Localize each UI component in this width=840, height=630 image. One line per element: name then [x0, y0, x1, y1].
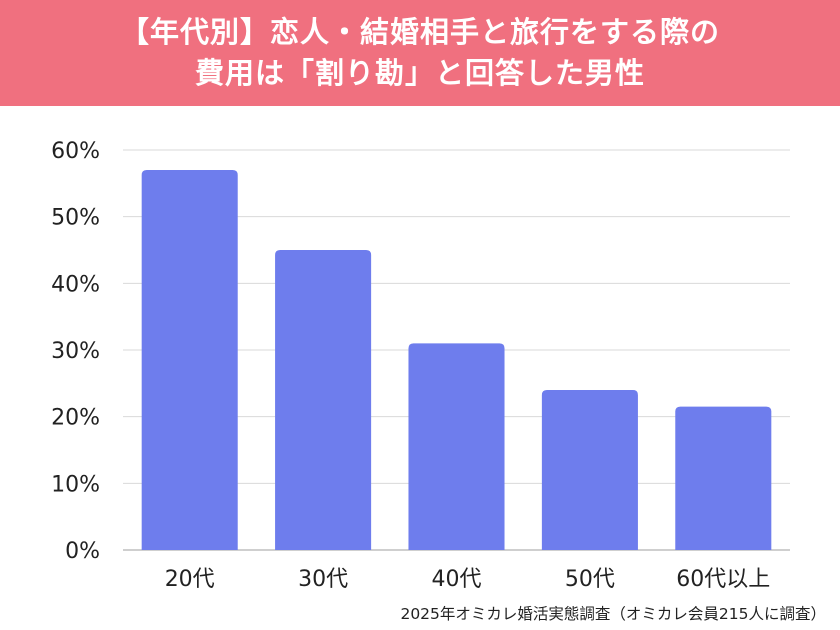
x-tick-label: 20代 [165, 567, 215, 592]
x-tick-label: 40代 [432, 567, 482, 592]
bar [675, 406, 772, 550]
source-footnote: 2025年オミカレ婚活実態調査（オミカレ会員215人に調査） [400, 605, 826, 623]
chart-title-line-2: 費用は「割り勘」と回答した男性 [194, 56, 645, 90]
x-tick-label: 50代 [565, 567, 615, 592]
bar [141, 170, 238, 550]
y-tick-label: 30% [51, 339, 100, 364]
y-tick-label: 10% [51, 472, 100, 497]
x-tick-label: 60代以上 [676, 567, 770, 592]
bar [275, 250, 372, 550]
bar-chart: 0% 10% 20% 30% 40% 50% 60% 20代 30代 40代 50代 60代以上 [51, 139, 790, 592]
y-tick-label: 40% [51, 272, 100, 297]
x-tick-label: 30代 [298, 567, 348, 592]
chart-title: 【年代別】恋人・結婚相手と旅行をする際の 費用は「割り勘」と回答した男性 [0, 0, 840, 106]
bar [541, 390, 638, 550]
y-tick-label: 60% [51, 139, 100, 164]
y-tick-label: 50% [51, 206, 100, 231]
y-tick-label: 0% [65, 539, 100, 564]
y-tick-label: 20% [51, 406, 100, 431]
chart-title-line-1: 【年代別】恋人・結婚相手と旅行をする際の [119, 15, 720, 49]
bar [408, 343, 505, 550]
